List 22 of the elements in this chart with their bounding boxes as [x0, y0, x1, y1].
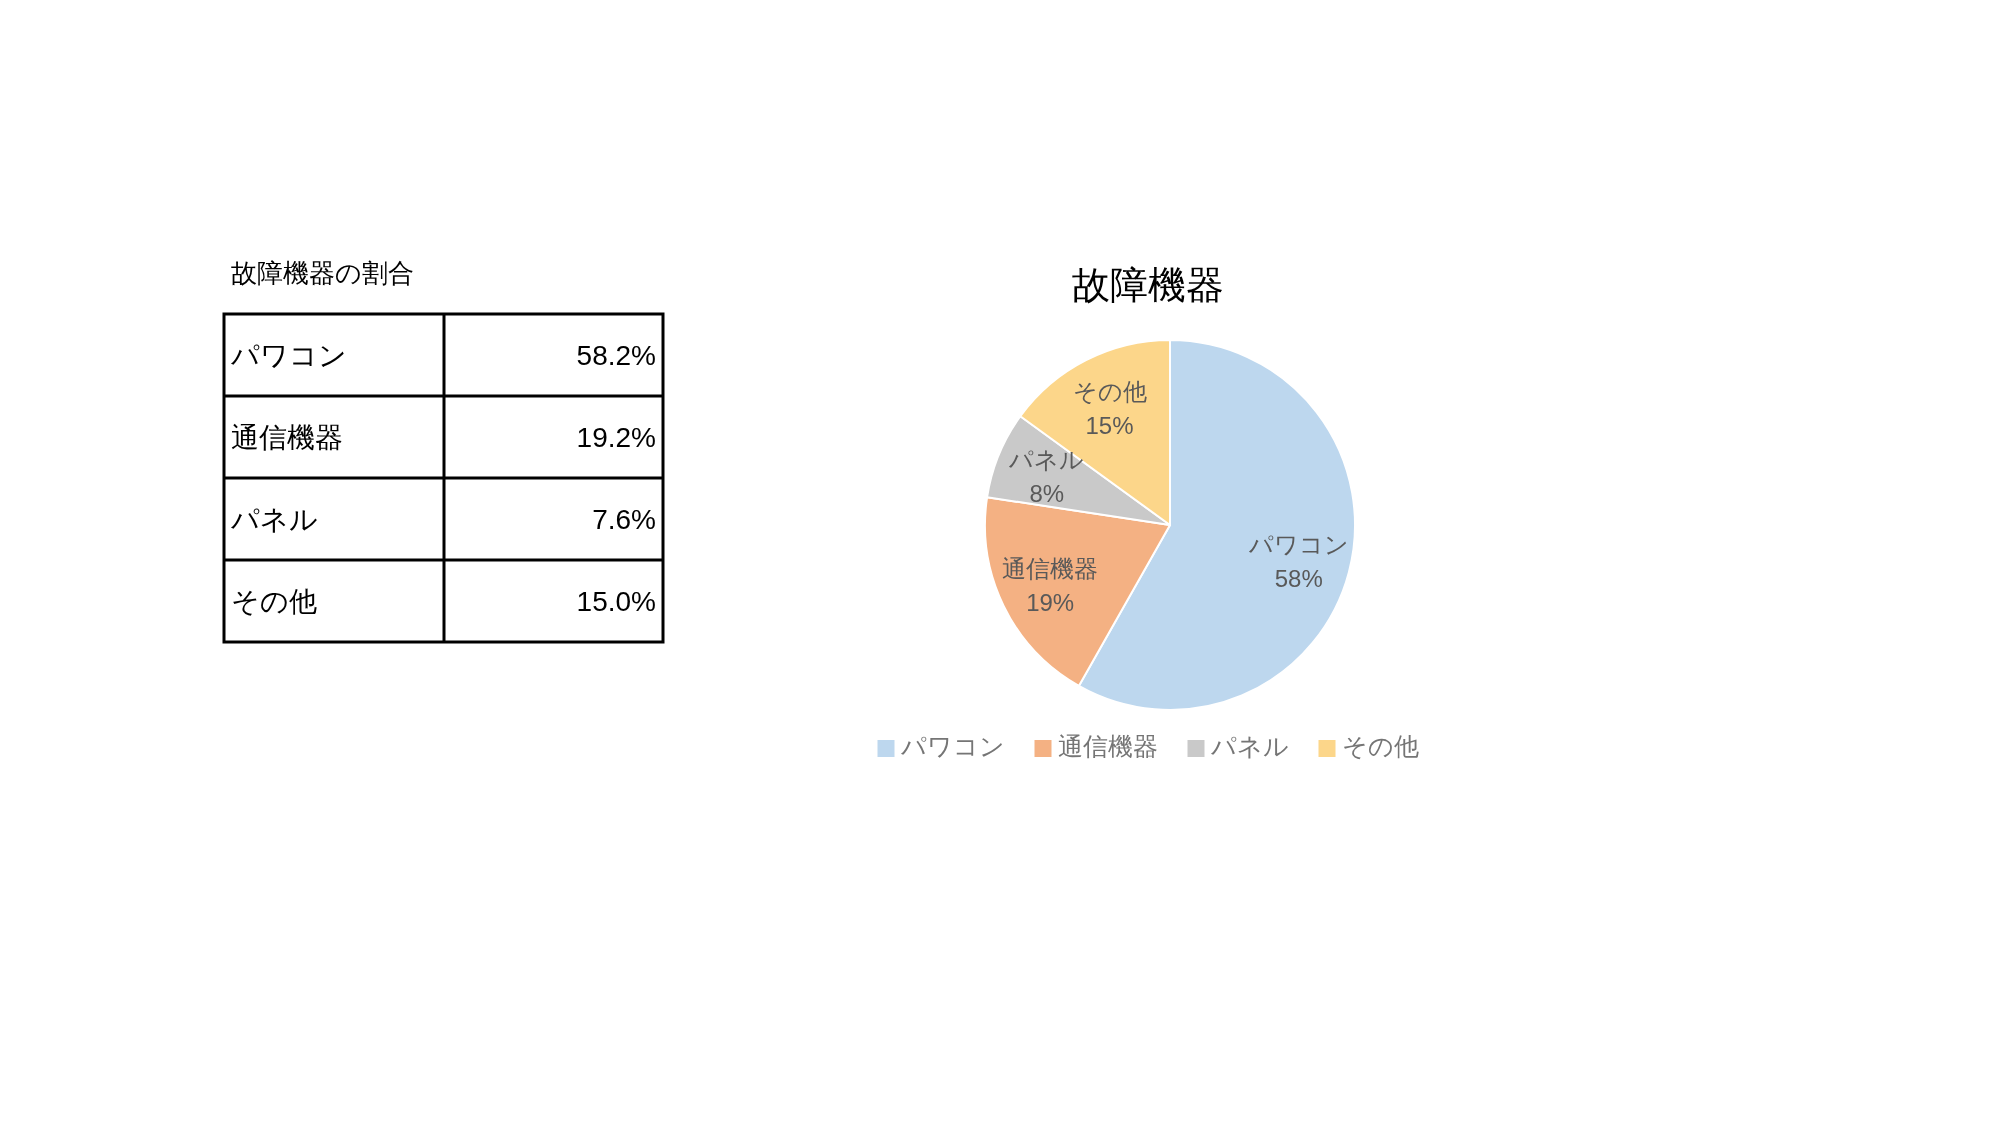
slice-label: パネル [1008, 446, 1085, 474]
legend-label: その他 [1341, 732, 1419, 760]
text: 7.6% [592, 504, 656, 535]
category-label: 通信機器 [231, 422, 343, 453]
text: 15.0% [576, 586, 656, 617]
chart-title: 故障機器 [1072, 264, 1224, 306]
data-label: 15% [1085, 412, 1134, 440]
data-label: 58% [1274, 564, 1323, 592]
slice-label: パワコン [1247, 530, 1349, 558]
data-label: 19% [1026, 589, 1075, 617]
legend-label: 通信機器 [1057, 732, 1158, 760]
slice-label: 通信機器 [1002, 555, 1099, 583]
text: 19.2% [576, 422, 656, 453]
category-label: パワコン [230, 340, 347, 371]
legend-label: パワコン [899, 732, 1005, 760]
text: 故障機器の割合 [231, 258, 414, 288]
data-label: 8% [1029, 480, 1065, 508]
text: 58.2% [576, 340, 656, 371]
category-label: その他 [231, 586, 317, 617]
legend-label: パネル [1209, 732, 1289, 760]
category-label: パネル [230, 504, 318, 535]
slice-label: その他 [1072, 378, 1147, 406]
